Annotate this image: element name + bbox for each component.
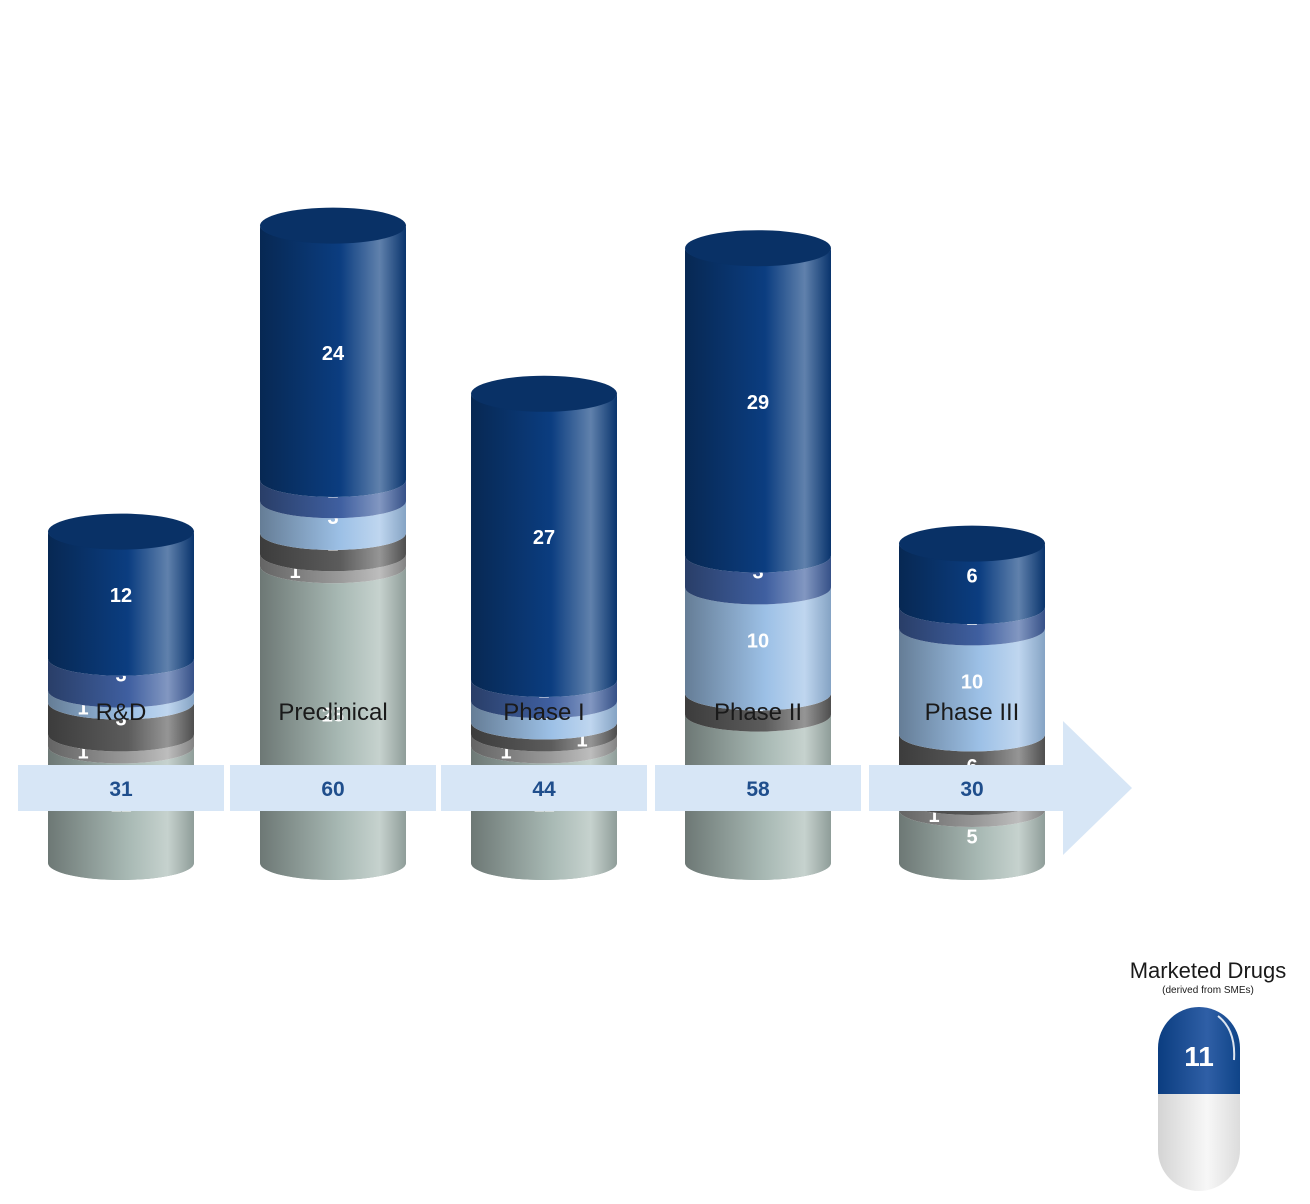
bar-phase-ii: 14210329 xyxy=(685,230,831,880)
marketed-drugs-title: Marketed Drugs xyxy=(1130,958,1287,983)
bar-segment xyxy=(899,810,1045,880)
bar-segment xyxy=(471,734,617,764)
bar-r-d: 11131312 xyxy=(48,513,194,880)
marketed-drugs-capsule: Marketed Drugs (derived from SMEs) 11 xyxy=(1130,958,1287,1191)
segment-value-label: 12 xyxy=(110,585,132,607)
bar-segment xyxy=(685,693,831,732)
segment-value-label: 1 xyxy=(289,561,300,583)
total-value: 44 xyxy=(532,778,556,801)
bar-segment xyxy=(260,533,406,572)
bar-segment xyxy=(471,722,617,752)
total-value: 60 xyxy=(321,778,344,801)
marketed-drugs-value: 11 xyxy=(1184,1041,1214,1072)
bar-top-cap xyxy=(899,525,1045,562)
bar-segment xyxy=(899,798,1045,827)
stage-label: Phase II xyxy=(714,699,802,726)
stage-label: R&D xyxy=(96,699,147,726)
pipeline-arrow-head xyxy=(1063,721,1132,855)
stage-axis: R&D 31 Preclinical 60 Phase I 44 Phase II 58 Pha… xyxy=(18,699,1132,855)
bar-segment xyxy=(48,702,194,752)
total-value: 30 xyxy=(960,778,983,801)
segment-value-label: 28 xyxy=(322,705,344,727)
bar-segment xyxy=(685,555,831,605)
bar-segment xyxy=(685,587,831,711)
bar-phase-iii: 5161026 xyxy=(899,525,1045,880)
bar-segment xyxy=(899,543,1045,625)
bar-segment xyxy=(685,248,831,573)
bar-segment xyxy=(471,680,617,719)
bar-top-cap xyxy=(471,375,617,412)
total-cell xyxy=(230,765,436,811)
bar-segment xyxy=(48,658,194,708)
bar-segment xyxy=(260,554,406,584)
total-cell xyxy=(441,765,647,811)
bar-top-cap xyxy=(685,230,831,267)
bar-segment xyxy=(260,480,406,519)
segment-value-label: 1 xyxy=(500,741,511,763)
segment-value-label: 1 xyxy=(77,741,88,763)
total-cell xyxy=(869,765,1075,811)
segment-value-label: 10 xyxy=(961,671,983,693)
bar-top-cap xyxy=(260,207,406,244)
segment-value-label: 5 xyxy=(966,827,977,849)
segment-value-label: 10 xyxy=(747,630,769,652)
marketed-drugs-subtitle: (derived from SMEs) xyxy=(1162,985,1254,996)
stage-label: Preclinical xyxy=(278,699,387,726)
capsule-bottom-half xyxy=(1158,1094,1240,1191)
stage-label: Phase I xyxy=(503,699,584,726)
segment-value-label: 24 xyxy=(322,343,345,365)
bar-segment xyxy=(471,393,617,697)
bar-top-cap xyxy=(48,513,194,550)
segment-value-label: 1 xyxy=(77,698,88,720)
segment-value-label: 29 xyxy=(747,392,769,414)
total-cell xyxy=(655,765,861,811)
bar-segment xyxy=(899,607,1045,646)
bar-segment xyxy=(899,628,1045,752)
bar-segment xyxy=(48,531,194,676)
total-value: 31 xyxy=(109,778,133,801)
bar-phase-i: 11112227 xyxy=(471,375,617,880)
segment-value-label: 27 xyxy=(533,527,555,549)
capsule-highlight xyxy=(1217,1015,1236,1061)
bar-segment xyxy=(48,734,194,764)
segment-value-label: 1 xyxy=(928,805,939,827)
total-value: 58 xyxy=(746,778,770,801)
bar-segment xyxy=(260,225,406,497)
bar-segment xyxy=(260,501,406,550)
capsule-top-half xyxy=(1158,1007,1240,1094)
segment-value-label: 1 xyxy=(576,729,587,751)
total-cell xyxy=(18,765,224,811)
bar-segment xyxy=(48,690,194,720)
bar-segment xyxy=(471,701,617,740)
segment-value-label: 6 xyxy=(966,565,977,587)
stage-label: Phase III xyxy=(925,699,1020,726)
